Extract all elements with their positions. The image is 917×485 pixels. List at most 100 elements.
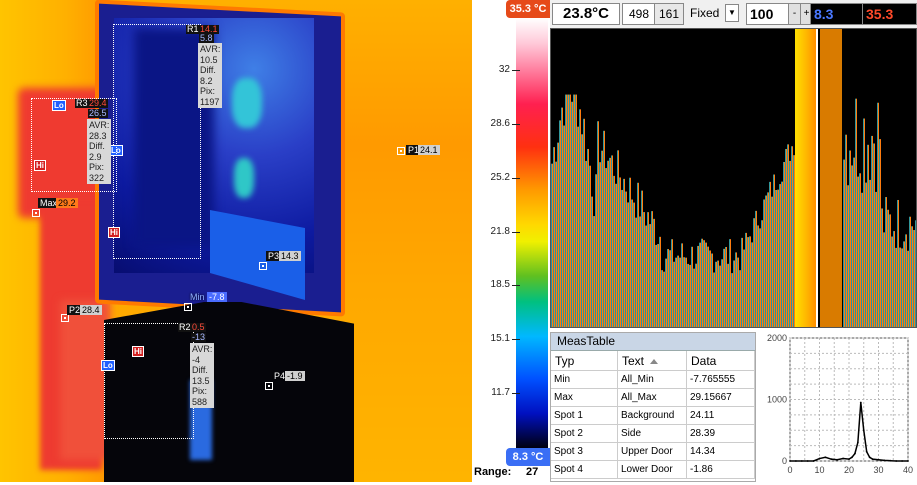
scale-tick: 28.6 bbox=[472, 118, 520, 129]
global-min-marker[interactable] bbox=[184, 303, 192, 311]
scale-tick: 11.7 bbox=[472, 387, 520, 398]
histogram-bar bbox=[705, 242, 707, 327]
scale-low-input[interactable]: 8.3 bbox=[810, 3, 863, 25]
table-row[interactable]: Min All_Min -7.765555 bbox=[551, 370, 755, 389]
histogram-bar bbox=[701, 238, 703, 327]
histogram-bar bbox=[729, 239, 731, 327]
histogram-bar bbox=[679, 257, 681, 327]
series-point bbox=[851, 456, 853, 459]
histogram-bar bbox=[853, 157, 855, 327]
thermal-image[interactable]: R1 14.1 5.8 AVR: 10.5 Diff. 8.2 Pix: 1197 L… bbox=[0, 0, 472, 482]
region-r3-min: 26.5 bbox=[88, 108, 108, 118]
histogram-bar bbox=[581, 134, 583, 327]
series-point bbox=[848, 458, 850, 461]
region-r2-id[interactable]: R2 bbox=[178, 322, 192, 332]
spot-p3-marker[interactable] bbox=[259, 262, 267, 270]
region-r1-min: 5.8 bbox=[199, 33, 214, 43]
spot-p3-value: 14.3 bbox=[279, 251, 301, 261]
histogram-bar bbox=[863, 118, 865, 327]
histogram-bar bbox=[791, 146, 793, 327]
histogram-bar bbox=[719, 265, 721, 327]
histogram-bar bbox=[707, 246, 709, 327]
histogram-bar bbox=[693, 268, 695, 327]
histogram-bar bbox=[773, 174, 775, 327]
x-tick-label: 0 bbox=[787, 465, 792, 475]
histogram-bar bbox=[885, 197, 887, 327]
series-point bbox=[806, 460, 809, 462]
histogram-bar bbox=[891, 236, 893, 327]
spot-p1-id: P1 bbox=[406, 145, 422, 155]
region-r2-lo-marker: Lo bbox=[101, 360, 115, 371]
chevron-down-icon[interactable]: ▼ bbox=[725, 4, 739, 22]
histogram-bar bbox=[735, 252, 737, 327]
histogram-bar bbox=[577, 126, 579, 327]
temperature-histogram[interactable] bbox=[550, 28, 917, 328]
table-row[interactable]: Spot 4 Lower Door -1.86 bbox=[551, 460, 755, 479]
cursor-y-field[interactable]: 161 bbox=[654, 3, 684, 25]
histogram-bar bbox=[589, 165, 591, 327]
column-header-data[interactable]: Data bbox=[686, 351, 755, 371]
region-r3-max: 29.4 bbox=[88, 98, 108, 108]
region-r2-outline[interactable] bbox=[104, 323, 194, 439]
histogram-bar bbox=[645, 225, 647, 327]
table-row[interactable]: Spot 3 Upper Door 14.34 bbox=[551, 442, 755, 461]
meas-table-title[interactable]: MeasTable bbox=[551, 333, 755, 351]
table-row[interactable]: Spot 2 Side 28.39 bbox=[551, 424, 755, 443]
spot-p4-marker[interactable] bbox=[265, 382, 273, 390]
scale-high-input[interactable]: 35.3 bbox=[862, 3, 917, 25]
histogram-bar bbox=[691, 246, 693, 327]
histogram-bar bbox=[743, 249, 745, 327]
histogram-bar bbox=[637, 182, 639, 327]
histogram-bar bbox=[771, 196, 773, 327]
region-r3-id[interactable]: R3 bbox=[75, 98, 89, 108]
histogram-bar bbox=[887, 209, 889, 327]
histogram-bar bbox=[901, 248, 903, 327]
table-row[interactable]: Spot 1 Background 24.11 bbox=[551, 406, 755, 425]
histogram-bar bbox=[621, 189, 623, 327]
histogram-bar bbox=[899, 247, 901, 327]
histogram-bar bbox=[571, 101, 573, 327]
histogram-bar bbox=[665, 258, 667, 327]
color-scale-bar bbox=[516, 18, 548, 448]
histogram-bar bbox=[787, 144, 789, 327]
scale-max-badge[interactable]: 35.3 °C bbox=[506, 0, 550, 18]
histogram-bar bbox=[777, 189, 779, 327]
histogram-bar bbox=[673, 261, 675, 327]
histogram-bar bbox=[647, 212, 649, 327]
lower-compartment bbox=[104, 302, 354, 482]
column-header-typ[interactable]: Typ bbox=[551, 351, 618, 371]
global-max-marker[interactable] bbox=[32, 209, 40, 217]
histogram-bar bbox=[725, 246, 727, 327]
histogram-bar bbox=[625, 191, 627, 327]
series-point bbox=[895, 460, 898, 462]
histogram-bar bbox=[623, 178, 625, 327]
column-header-text[interactable]: Text bbox=[617, 351, 687, 371]
histogram-bar bbox=[717, 260, 719, 327]
scale-min-badge[interactable]: 8.3 °C bbox=[506, 448, 550, 466]
histogram-bar bbox=[741, 237, 743, 327]
scale-mode-select[interactable]: Fixed bbox=[690, 6, 720, 20]
histogram-bar bbox=[583, 118, 585, 327]
table-row[interactable]: Max All_Max 29.15667 bbox=[551, 388, 755, 407]
level-input[interactable]: 100 bbox=[746, 3, 793, 25]
cursor-x-field[interactable]: 498 bbox=[622, 3, 656, 25]
spot-p1-marker[interactable] bbox=[397, 147, 405, 155]
histogram-bar bbox=[591, 196, 593, 327]
region-r1-max: 14.1 bbox=[199, 24, 219, 34]
histogram-bar bbox=[769, 181, 771, 327]
cursor-temperature-display: 23.8°C bbox=[552, 3, 620, 25]
histogram-bar bbox=[683, 257, 685, 327]
region-r1-outline[interactable] bbox=[113, 24, 201, 259]
histogram-bar bbox=[655, 244, 657, 327]
histogram-bar bbox=[627, 202, 629, 327]
profile-line-chart[interactable]: 0 10 20 30 40 0 1000 2000 bbox=[756, 328, 917, 482]
region-r3-hi-marker: Hi bbox=[34, 160, 46, 171]
region-r3-outline[interactable] bbox=[31, 98, 117, 192]
histogram-bar bbox=[759, 228, 761, 327]
region-r1-id[interactable]: R1 bbox=[186, 24, 200, 34]
histogram-bar bbox=[907, 250, 909, 327]
histogram-bar bbox=[761, 220, 763, 327]
histogram-bar bbox=[661, 270, 663, 327]
spot-p2-marker[interactable] bbox=[61, 314, 69, 322]
histogram-bar bbox=[629, 177, 631, 327]
